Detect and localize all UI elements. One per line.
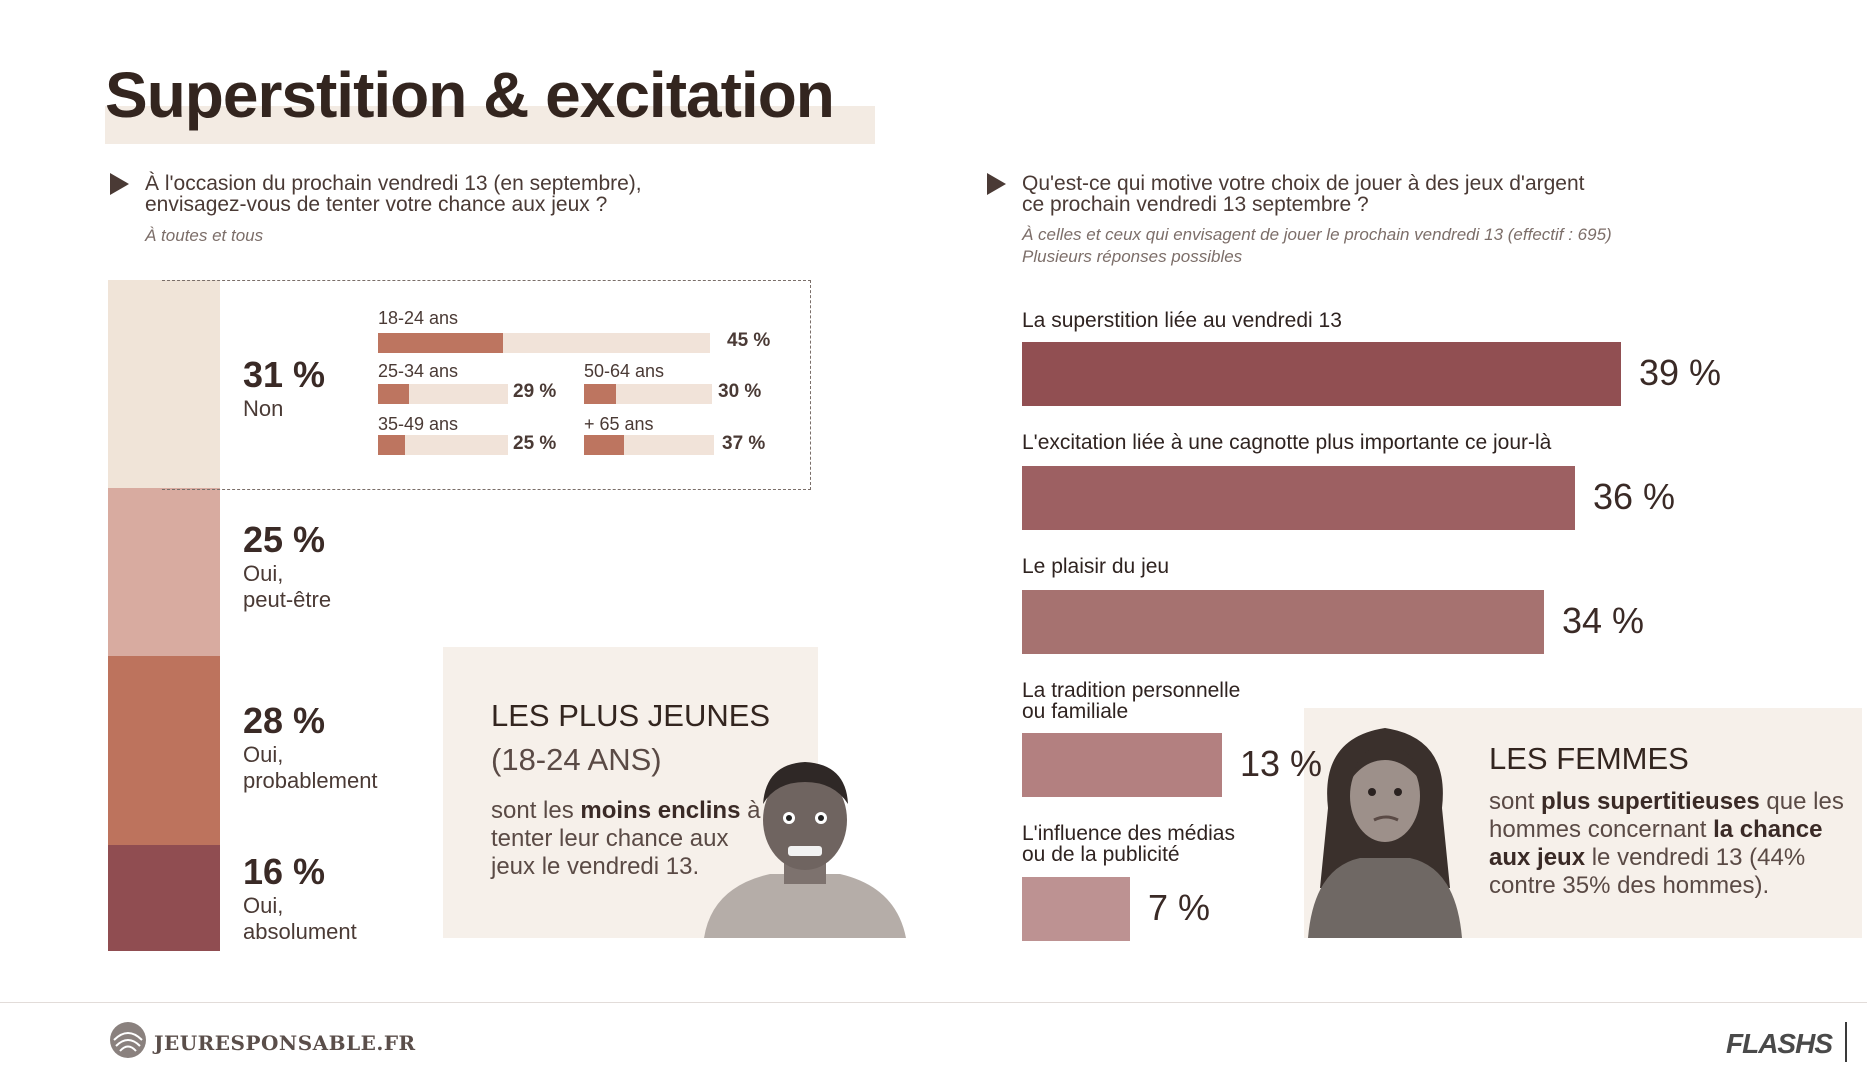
bar-category-label: Le plaisir du jeu	[1022, 555, 1170, 578]
title-highlight	[105, 106, 875, 144]
bar-category-label: La superstition liée au vendredi 13	[1022, 309, 1342, 332]
age-bar	[378, 435, 405, 455]
age-label: 18-24 ans	[378, 308, 459, 328]
segment-label-peut-etre-2: peut-être	[243, 587, 332, 612]
woman-photo	[1308, 728, 1462, 938]
segment-label-non: Non	[243, 396, 284, 421]
right-question-line1: Qu'est-ce qui motive votre choix de joue…	[1022, 172, 1585, 195]
segment-pct-absolument: 16 %	[243, 851, 326, 892]
play-triangle-icon	[110, 173, 129, 195]
info-box-young-text: sont les moins enclins à tenter leur cha…	[491, 797, 761, 880]
segment-peut-etre	[108, 488, 220, 656]
site-name: JEURESPONSABLE.FR	[154, 1031, 416, 1055]
age-bar	[584, 435, 624, 455]
info-box-young-subtitle: (18-24 ANS)	[491, 742, 662, 777]
right-question-line2: ce prochain vendredi 13 septembre ?	[1022, 193, 1369, 216]
info-box-women-text: sont plus supertitieuses que les hommes …	[1489, 788, 1844, 899]
bar	[1022, 733, 1222, 797]
segment-label-peut-etre-1: Oui,	[243, 561, 284, 586]
segment-probablement	[108, 656, 220, 845]
play-triangle-icon	[987, 173, 1006, 195]
site-logo-icon	[110, 1022, 146, 1058]
left-question-line2: envisagez-vous de tenter votre chance au…	[145, 193, 608, 216]
bar-value-label: 39 %	[1639, 352, 1722, 393]
segment-label-absolument-1: Oui,	[243, 893, 284, 918]
age-pct: 37 %	[722, 433, 766, 454]
bar-category-label: ou familiale	[1022, 700, 1129, 723]
right-subtitle-2: Plusieurs réponses possibles	[1022, 247, 1243, 266]
age-bar-track	[584, 435, 714, 455]
segment-label-absolument-2: absolument	[243, 919, 357, 944]
age-bar	[584, 384, 616, 404]
age-pct: 29 %	[513, 381, 557, 402]
bar-category-label: L'excitation liée à une cagnotte plus im…	[1022, 431, 1552, 454]
segment-pct-non: 31 %	[243, 354, 326, 395]
left-question-line1: À l'occasion du prochain vendredi 13 (en…	[145, 172, 642, 195]
segment-pct-peut-etre: 25 %	[243, 519, 326, 560]
segment-pct-probablement: 28 %	[243, 700, 326, 741]
left-subtitle: À toutes et tous	[145, 226, 264, 245]
age-label: + 65 ans	[584, 414, 654, 434]
bar-value-label: 34 %	[1562, 600, 1645, 641]
age-pct: 45 %	[727, 330, 771, 351]
age-pct: 25 %	[513, 433, 557, 454]
info-box-women-title: LES FEMMES	[1489, 741, 1689, 776]
bar-category-label: La tradition personnelle	[1022, 679, 1241, 702]
age-bar-track	[378, 333, 710, 353]
age-label: 35-49 ans	[378, 414, 459, 434]
flashs-logo: FLASHS	[1726, 1028, 1833, 1059]
young-man-photo	[704, 762, 906, 938]
bar-category-label: L'influence des médias	[1022, 822, 1235, 845]
age-bar	[378, 384, 409, 404]
age-breakdown-box	[162, 280, 811, 490]
info-box-young-title: LES PLUS JEUNES	[491, 698, 771, 733]
age-bar	[378, 333, 503, 353]
bar-value-label: 36 %	[1593, 476, 1676, 517]
segment-absolument	[108, 845, 220, 951]
segment-non	[108, 280, 220, 488]
page-title: Superstition & excitation	[105, 59, 835, 131]
age-pct: 30 %	[718, 381, 762, 402]
age-label: 50-64 ans	[584, 361, 665, 381]
age-bar-track	[378, 435, 508, 455]
segment-label-probablement-2: probablement	[243, 768, 378, 793]
bar	[1022, 466, 1575, 530]
age-label: 25-34 ans	[378, 361, 459, 381]
bar	[1022, 877, 1130, 941]
bar-category-label: ou de la publicité	[1022, 843, 1180, 866]
segment-label-probablement-1: Oui,	[243, 742, 284, 767]
footer-vertical-line	[1845, 1022, 1847, 1062]
bar-value-label: 7 %	[1148, 887, 1211, 928]
age-bar-track	[378, 384, 508, 404]
footer-divider	[0, 1002, 1867, 1003]
right-subtitle-1: À celles et ceux qui envisagent de jouer…	[1022, 225, 1612, 244]
bar	[1022, 590, 1544, 654]
bar-value-label: 13 %	[1240, 743, 1323, 784]
age-bar-track	[584, 384, 712, 404]
bar	[1022, 342, 1621, 406]
